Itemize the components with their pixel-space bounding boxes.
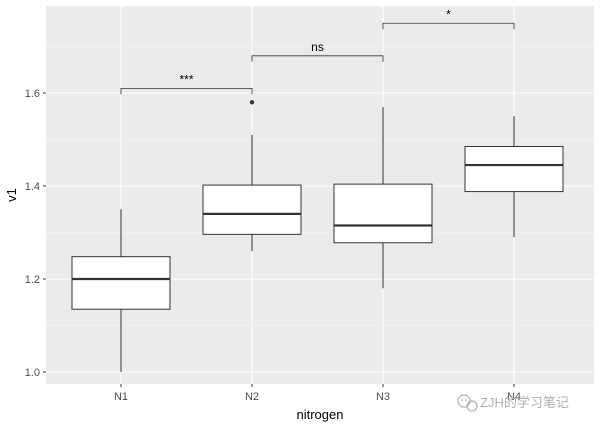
- bracket-N3-N4: *: [382, 7, 515, 30]
- box-N1: [71, 209, 171, 372]
- y-tick-label: 1.2: [25, 274, 40, 286]
- x-tick-label: N1: [114, 391, 128, 403]
- iqr-box: [202, 184, 302, 235]
- significance-brackets: *** ns *: [120, 7, 515, 95]
- bracket-N2-N3: ns: [251, 40, 384, 62]
- significance-label: *: [446, 7, 451, 21]
- plot-panel: [46, 6, 594, 384]
- bracket-N1-N2: ***: [120, 72, 253, 95]
- outlier-point: [249, 100, 255, 105]
- wechat-icon: [457, 394, 478, 412]
- watermark: ZJH的学习笔记: [457, 394, 569, 412]
- box-N3: [333, 106, 433, 289]
- bracket-line: [251, 55, 384, 62]
- box-N2: [202, 100, 302, 252]
- watermark-text: ZJH的学习笔记: [480, 395, 569, 410]
- x-tick-label: N3: [376, 391, 390, 403]
- y-axis-title: v1: [4, 188, 19, 202]
- significance-label: ns: [311, 40, 324, 54]
- significance-label: ***: [179, 72, 193, 86]
- x-axis-title: nitrogen: [297, 407, 344, 422]
- y-tick-label: 1.4: [25, 181, 40, 193]
- iqr-box: [71, 256, 171, 310]
- iqr-box: [333, 183, 433, 244]
- x-tick-label: N2: [245, 391, 259, 403]
- boxes: [71, 100, 564, 372]
- x-tick-label: N4: [507, 391, 521, 403]
- bracket-line: [120, 87, 253, 95]
- x-axis-ticks: N1 N2 N3 N4: [114, 384, 521, 403]
- y-tick-label: 1.0: [25, 367, 40, 379]
- y-axis-ticks: 1.0 1.2 1.4 1.6: [25, 88, 46, 379]
- y-tick-label: 1.6: [25, 88, 40, 100]
- box-N4: [464, 116, 564, 238]
- iqr-box: [464, 145, 564, 193]
- bracket-line: [382, 22, 515, 30]
